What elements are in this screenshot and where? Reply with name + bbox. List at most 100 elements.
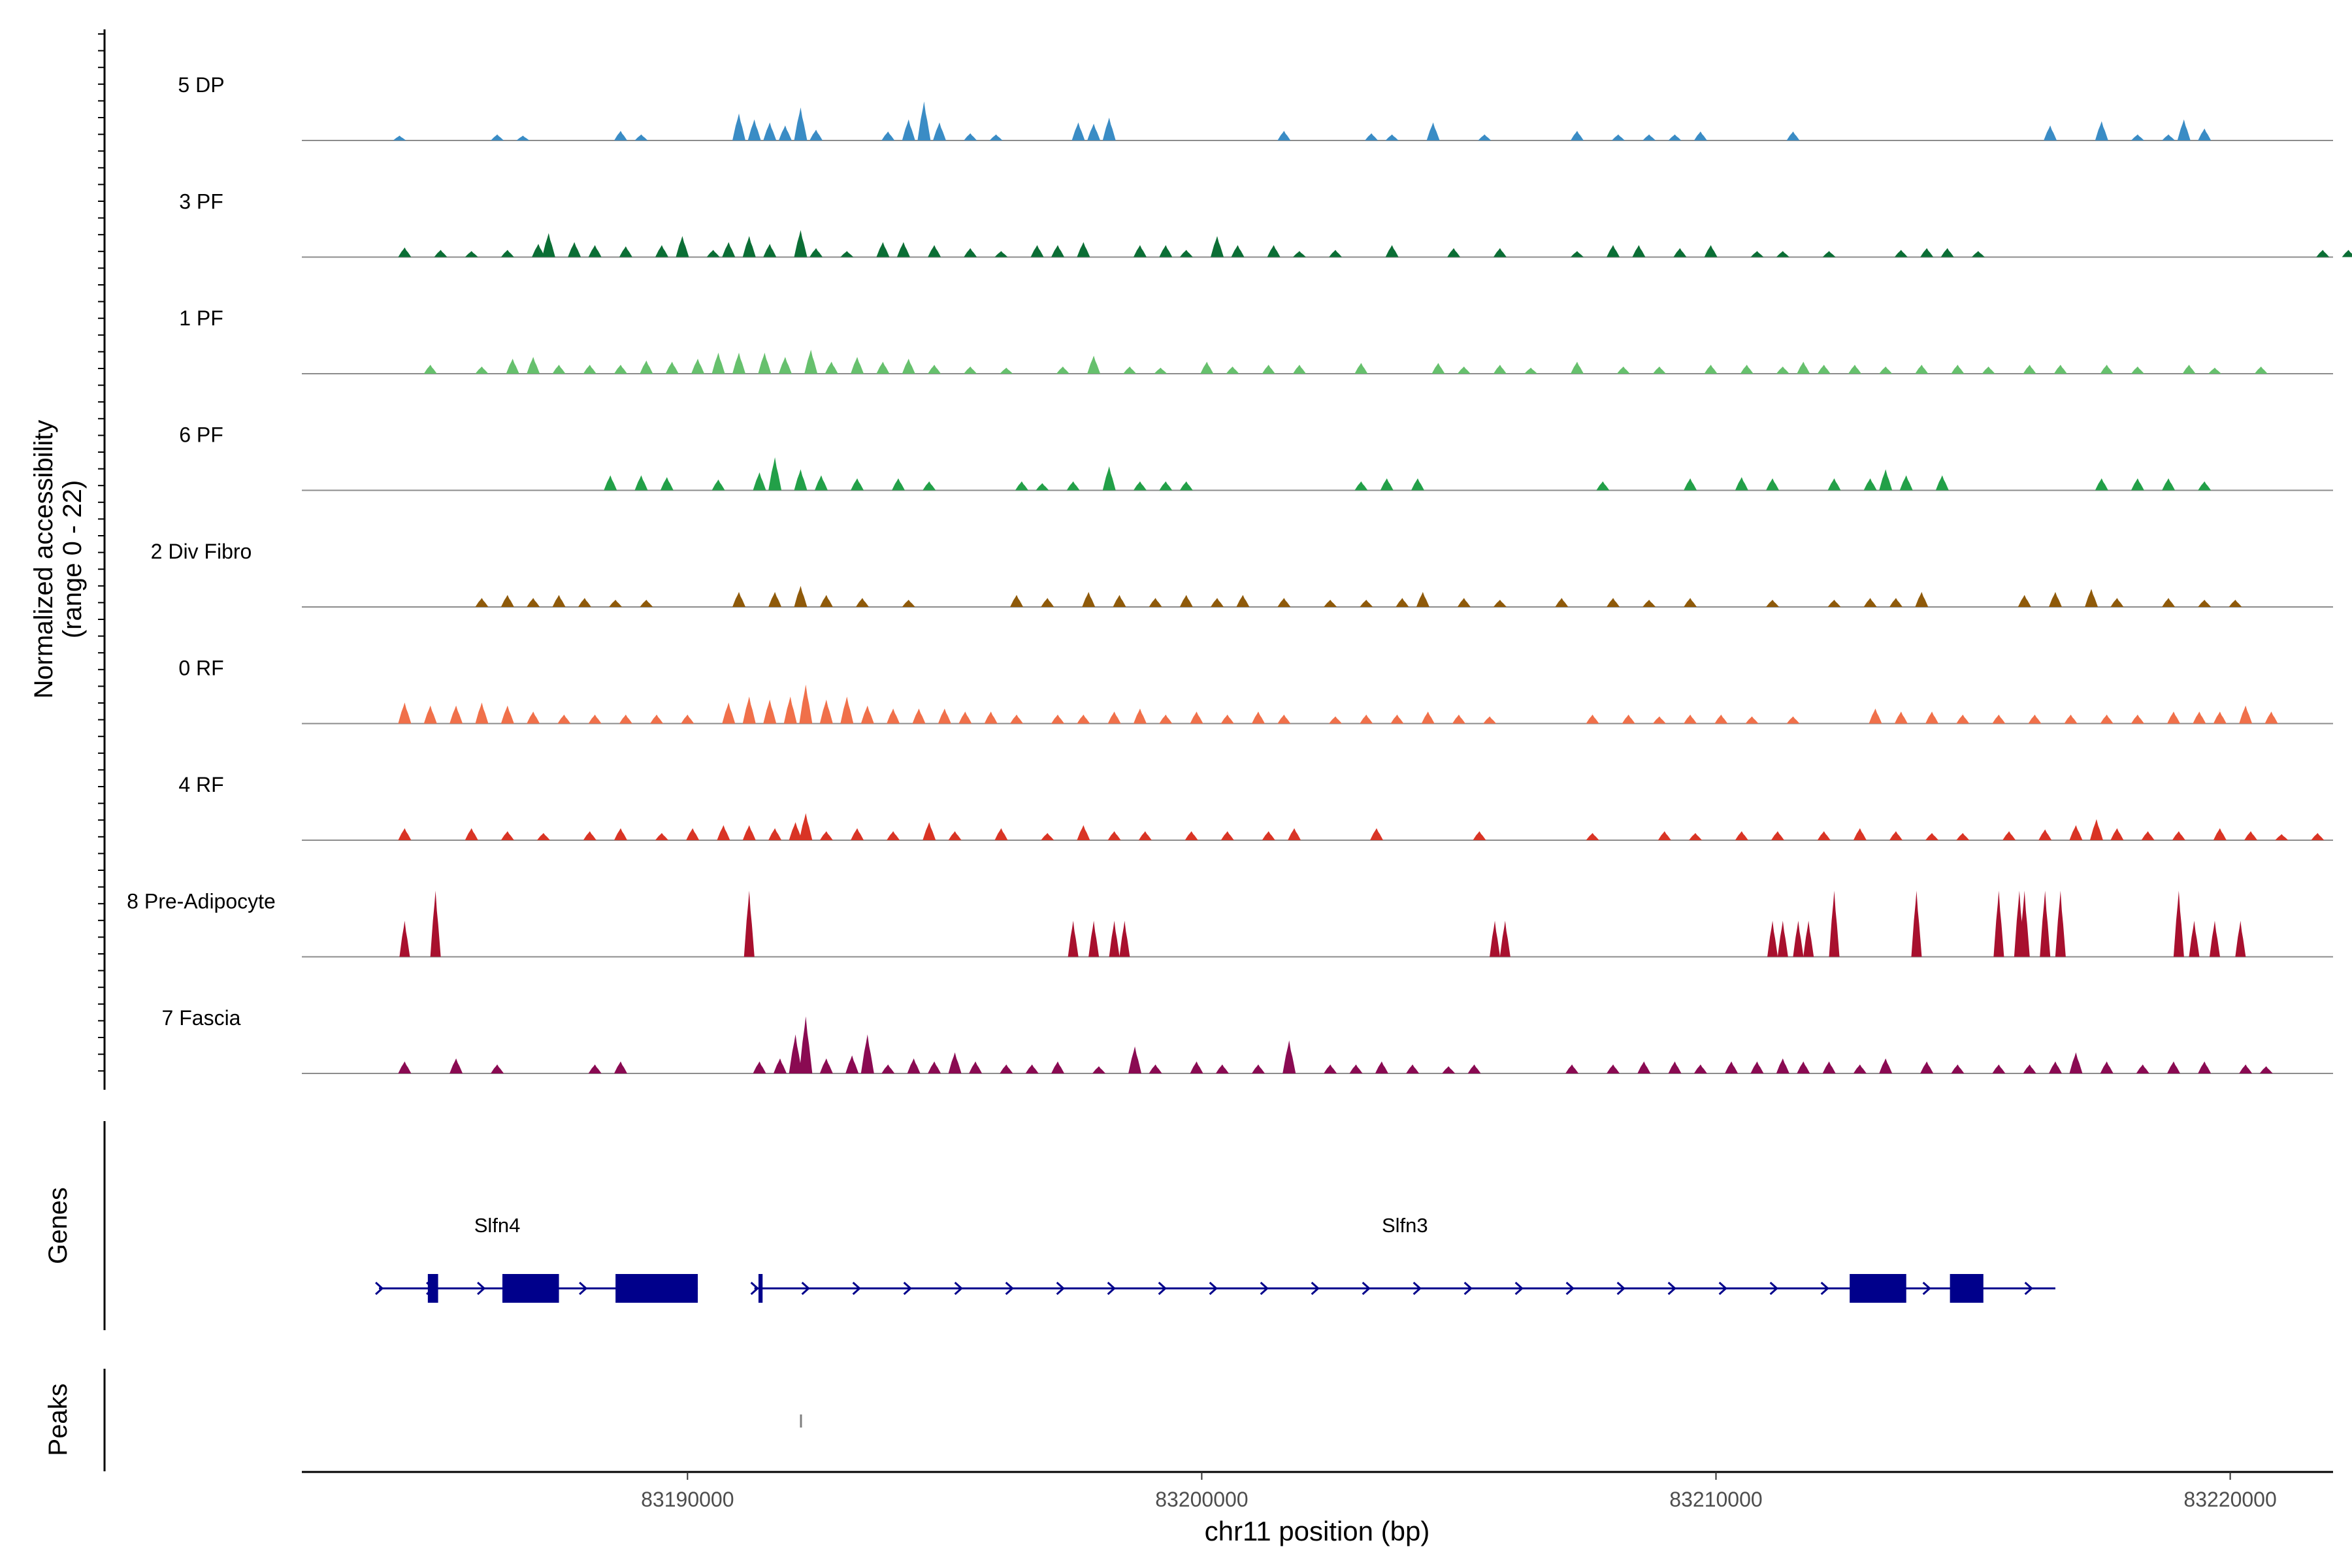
coverage-peak [809, 248, 823, 257]
coverage-peak [1277, 598, 1291, 607]
coverage-peak [1426, 122, 1440, 140]
coverage-peak [588, 1064, 602, 1073]
coverage-peak [655, 245, 668, 257]
coverage-peak [660, 477, 674, 491]
coverage-peak [1493, 248, 1507, 257]
coverage-peak [722, 702, 736, 724]
track-label: 0 RF [178, 657, 223, 680]
gene-Slfn4: Slfn4 [375, 1214, 698, 1303]
coverage-peak [763, 699, 777, 724]
peak-mark [800, 1414, 802, 1428]
coverage-peak [1385, 134, 1399, 140]
coverage-peak [2316, 250, 2330, 257]
x-axis-ticks: 83190000 83200000 83210000 83220000 [641, 1472, 2277, 1511]
coverage-peak [1704, 245, 1718, 257]
coverage-peak [1262, 365, 1275, 374]
coverage-peak [568, 242, 581, 257]
coverage-peak [1030, 245, 1044, 257]
coverage-peak [840, 696, 854, 724]
coverage-peak [1490, 921, 1501, 957]
coverage-peak [1349, 1064, 1363, 1073]
coverage-peak [2167, 711, 2181, 724]
coverage-peak [2002, 831, 2016, 840]
coverage-peak [2239, 705, 2253, 724]
gene-name: Slfn4 [474, 1214, 521, 1237]
coverage-peak [1555, 598, 1569, 607]
exon [758, 1274, 763, 1303]
coverage-peak [2131, 134, 2144, 140]
coverage-peak [840, 251, 854, 257]
coverage-peak [1971, 251, 1985, 257]
coverage-peak [1133, 708, 1147, 724]
gene-annotations: Slfn4 Slfn3 [375, 1214, 2055, 1303]
coverage-peak [1442, 1066, 1456, 1073]
coverage-peak [604, 475, 617, 491]
coverage-peak [722, 242, 736, 257]
coverage-peak [2028, 714, 2042, 724]
coverage-peak [399, 921, 410, 957]
coverage-peak [650, 714, 664, 724]
coverage-peak [860, 1034, 874, 1073]
peaks-label: Peaks [44, 1383, 73, 1456]
coverage-peak [1421, 711, 1435, 724]
coverage-peak [583, 831, 596, 840]
coverage-peak [1956, 832, 1970, 840]
coverage-peak [928, 1061, 941, 1073]
coverage-peak [1920, 248, 1934, 257]
coverage-peak [2172, 831, 2185, 840]
coverage-peak [2235, 921, 2246, 957]
coverage-peak [1607, 598, 1620, 607]
coverage-peak [1586, 714, 1599, 724]
coverage-peak [2173, 890, 2184, 957]
coverage-peak [1051, 714, 1065, 724]
coverage-peak [794, 230, 808, 257]
coverage-peak [475, 366, 489, 374]
coverage-peak [1863, 478, 1877, 491]
coverage-peak [1077, 714, 1090, 724]
coverage-peak [1992, 714, 2006, 724]
coverage-peak [1211, 236, 1224, 257]
coverage-peak [1956, 714, 1970, 724]
coverage-peak [1570, 131, 1584, 140]
coverage-peak [958, 711, 972, 724]
coverage-peak [1416, 592, 1429, 607]
coverage-peak [1128, 1046, 1142, 1073]
coverage-peak [948, 831, 962, 840]
coverage-peak [1704, 365, 1718, 374]
coverage-peak [876, 361, 890, 374]
track-8: 7 Fascia [162, 1006, 2333, 1074]
coverage-peak [1725, 1061, 1739, 1073]
coverage-peak [794, 107, 808, 140]
coverage-peak [2131, 366, 2144, 374]
coverage-peak [1786, 131, 1800, 140]
coverage-peak [393, 135, 406, 140]
coverage-peak [1000, 367, 1013, 374]
coverage-peak [1766, 478, 1780, 491]
coverage-peak [773, 1058, 787, 1073]
coverage-peak [588, 714, 602, 724]
coverage-peak [928, 365, 941, 374]
coverage-peak [964, 366, 977, 374]
coverage-peak [984, 711, 998, 724]
coverage-peak [1102, 466, 1116, 491]
x-axis-title: chr11 position (bp) [1205, 1516, 1430, 1546]
coverage-peak [1133, 245, 1147, 257]
coverage-peak [1406, 1064, 1420, 1073]
coverage-peak [964, 248, 977, 257]
coverage-peak [475, 598, 489, 607]
coverage-peak [1159, 245, 1173, 257]
coverage-peak [1365, 133, 1379, 140]
coverage-peak [2162, 598, 2176, 607]
track-label: 8 Pre-Adipocyte [127, 890, 276, 913]
coverage-peak [583, 365, 596, 374]
strand-arrow [852, 1281, 861, 1296]
coverage-peak [1138, 831, 1152, 840]
coverage-peak [778, 125, 792, 140]
coverage-peak [613, 828, 627, 840]
coverage-peak [1457, 598, 1471, 607]
coverage-peak [742, 236, 756, 257]
coverage-peak [1889, 598, 1903, 607]
coverage-peak [1684, 598, 1697, 607]
strand-arrow [1107, 1281, 1116, 1296]
